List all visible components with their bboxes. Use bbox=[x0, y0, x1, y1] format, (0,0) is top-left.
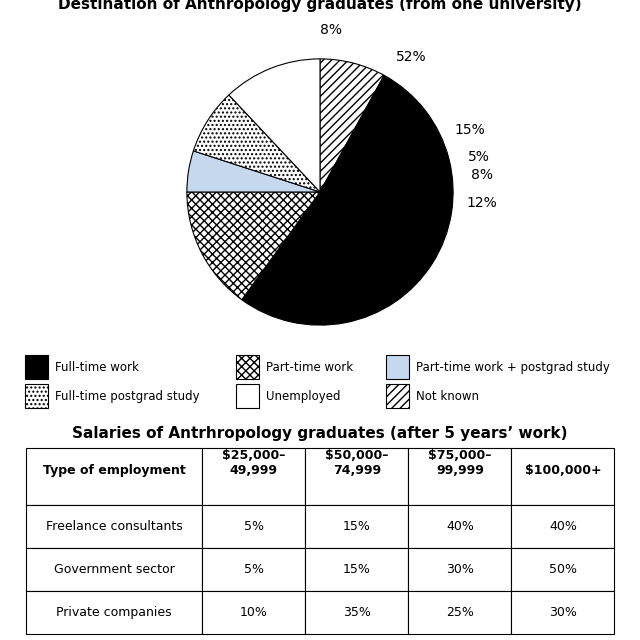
Text: Full-time postgrad study: Full-time postgrad study bbox=[55, 390, 200, 403]
Bar bbox=[25, 384, 48, 408]
Bar bbox=[236, 355, 259, 380]
Bar bbox=[236, 384, 259, 408]
Text: 15%: 15% bbox=[454, 123, 485, 137]
Wedge shape bbox=[187, 192, 320, 300]
Text: Part-time work: Part-time work bbox=[266, 361, 353, 374]
Text: Part-time work + postgrad study: Part-time work + postgrad study bbox=[416, 361, 610, 374]
Wedge shape bbox=[242, 76, 453, 325]
Wedge shape bbox=[187, 151, 320, 192]
Text: Salaries of Antrhropology graduates (after 5 years’ work): Salaries of Antrhropology graduates (aft… bbox=[72, 426, 568, 441]
Bar bbox=[386, 384, 409, 408]
Bar bbox=[386, 355, 409, 380]
Text: 8%: 8% bbox=[470, 168, 493, 182]
Text: Unemployed: Unemployed bbox=[266, 390, 340, 403]
Wedge shape bbox=[320, 59, 384, 192]
Text: Not known: Not known bbox=[416, 390, 479, 403]
Wedge shape bbox=[229, 59, 320, 192]
Text: 52%: 52% bbox=[396, 51, 426, 65]
Title: Destination of Anthropology graduates (from one university): Destination of Anthropology graduates (f… bbox=[58, 0, 582, 12]
Text: 5%: 5% bbox=[468, 150, 490, 164]
Bar bbox=[25, 355, 48, 380]
Text: 8%: 8% bbox=[321, 23, 342, 37]
Wedge shape bbox=[193, 95, 320, 192]
Text: 12%: 12% bbox=[467, 196, 497, 211]
Text: Full-time work: Full-time work bbox=[55, 361, 139, 374]
